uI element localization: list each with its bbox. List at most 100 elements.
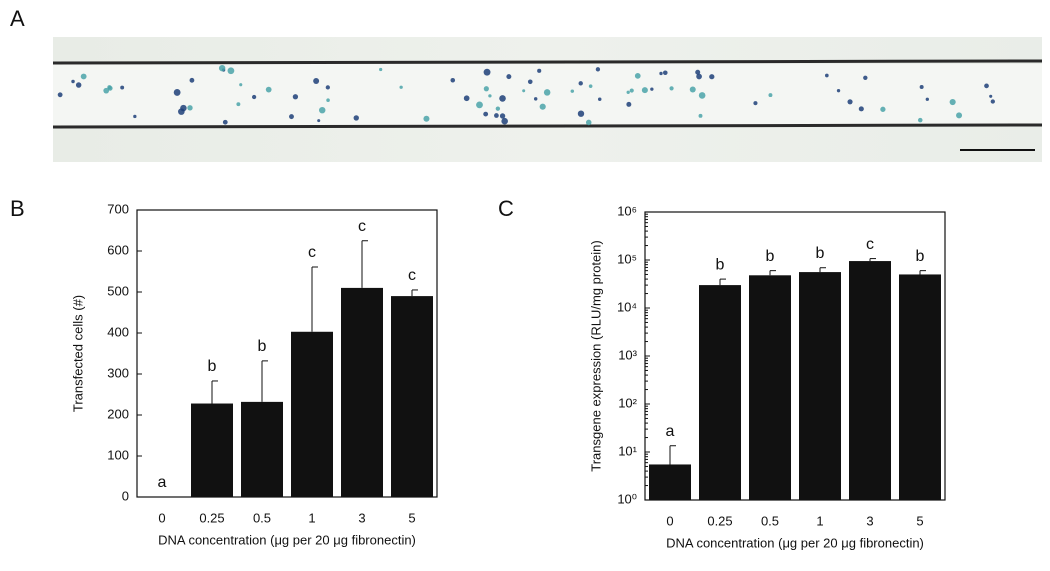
cell	[173, 89, 181, 96]
y-tick-label: 100	[107, 447, 129, 462]
cell	[103, 87, 110, 94]
y-tick-label: 10⁵	[617, 251, 637, 266]
cell	[251, 94, 257, 100]
cell	[71, 79, 75, 84]
cell	[634, 73, 641, 79]
cell	[588, 84, 593, 88]
y-tick-label: 10¹	[618, 443, 637, 458]
cell	[227, 67, 235, 75]
y-tick-label: 10⁰	[617, 491, 637, 506]
cell	[698, 92, 706, 99]
panel-label: A	[10, 6, 25, 31]
cell	[353, 115, 359, 121]
bar	[749, 275, 791, 500]
significance-label: b	[208, 358, 217, 375]
significance-label: c	[866, 236, 874, 253]
cell	[836, 88, 841, 93]
bar	[191, 403, 233, 497]
cell	[533, 97, 538, 101]
channel-wall	[52, 123, 1043, 129]
significance-label: c	[358, 218, 366, 235]
cell	[585, 119, 592, 126]
cell	[626, 90, 630, 94]
cell	[399, 85, 403, 89]
cell	[218, 64, 226, 72]
cell	[289, 114, 294, 120]
x-tick-label: 1	[816, 513, 823, 528]
cell	[476, 101, 483, 109]
x-tick-label: 1	[308, 510, 315, 525]
cell	[989, 94, 993, 98]
y-tick-label: 700	[107, 201, 129, 216]
cell	[187, 105, 193, 111]
cell	[483, 86, 489, 92]
y-tick-label: 10²	[618, 395, 637, 410]
panel-label: B	[10, 196, 25, 221]
cell	[880, 106, 886, 112]
significance-label: c	[308, 244, 316, 261]
cell	[984, 83, 989, 89]
cell	[239, 83, 243, 87]
y-tick-label: 10⁶	[617, 203, 637, 218]
x-axis-label: DNA concentration (μg per 20 μg fibronec…	[158, 532, 416, 547]
cell	[495, 106, 501, 111]
cell	[222, 119, 228, 125]
cell	[917, 117, 923, 123]
cell	[506, 74, 512, 80]
cell	[578, 81, 583, 86]
x-tick-label: 3	[866, 513, 873, 528]
cell	[847, 99, 853, 105]
x-tick-label: 5	[916, 513, 923, 528]
y-tick-label: 10³	[618, 347, 637, 362]
y-tick-label: 200	[107, 406, 129, 421]
bar	[341, 287, 383, 497]
cell	[956, 112, 963, 119]
cell	[463, 95, 470, 102]
x-tick-label: 0.5	[253, 510, 271, 525]
cell	[543, 89, 551, 96]
cell	[925, 97, 929, 101]
cell	[698, 113, 703, 118]
cell	[120, 85, 125, 90]
cell	[539, 103, 546, 110]
cell	[577, 110, 585, 117]
cell	[423, 115, 430, 122]
x-tick-label: 0.5	[761, 513, 779, 528]
cell	[189, 77, 195, 83]
cell	[825, 73, 829, 78]
cell	[499, 113, 506, 119]
x-axis-label: DNA concentration (μg per 20 μg fibronec…	[666, 535, 924, 550]
y-tick-label: 600	[107, 242, 129, 257]
cell	[659, 71, 663, 76]
cell	[75, 82, 82, 88]
panel-label: C	[498, 196, 514, 221]
x-tick-label: 3	[358, 510, 365, 525]
y-tick-label: 0	[122, 488, 129, 503]
cell	[595, 67, 601, 72]
cell	[662, 70, 668, 76]
cell	[319, 106, 326, 114]
y-tick-label: 10⁴	[617, 299, 637, 314]
bar	[849, 261, 891, 500]
cell	[641, 87, 648, 94]
cell	[949, 98, 956, 106]
plot-frame	[136, 209, 438, 498]
cell	[919, 84, 924, 89]
significance-label: b	[816, 245, 825, 262]
bar	[799, 272, 841, 500]
cell	[768, 93, 773, 98]
cell	[80, 73, 87, 80]
cell	[537, 68, 542, 73]
cell	[313, 78, 320, 85]
cell	[990, 99, 995, 104]
cell	[450, 77, 456, 83]
cell	[650, 87, 654, 91]
x-tick-label: 0.25	[199, 510, 224, 525]
cell	[107, 85, 112, 90]
significance-label: a	[158, 474, 167, 491]
cell	[265, 86, 272, 93]
cell	[326, 98, 330, 102]
x-tick-label: 0.25	[707, 513, 732, 528]
significance-label: c	[408, 267, 416, 284]
cells	[57, 64, 995, 126]
